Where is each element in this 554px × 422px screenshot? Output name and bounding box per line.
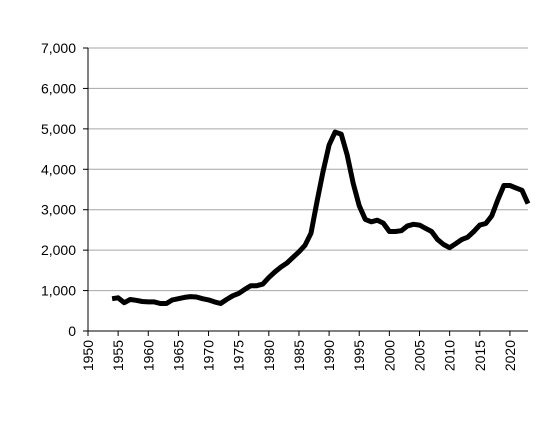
x-axis-tick-labels: 1950 1955 1960 1965 1970 1975 1980 1985 1990 1995… — [80, 340, 518, 371]
x-tick-label: 1960 — [140, 340, 156, 371]
axes — [83, 47, 528, 336]
x-tick-label: 1965 — [170, 340, 186, 371]
x-tick-label: 1985 — [291, 340, 307, 371]
x-tick-label: 1955 — [110, 340, 126, 371]
y-tick-label: 1,000 — [41, 283, 76, 299]
gridlines — [88, 47, 528, 292]
series-line-0 — [111, 129, 531, 306]
x-tick-label: 2005 — [412, 340, 428, 371]
x-tick-label: 2010 — [442, 340, 458, 371]
x-tick-label: 1995 — [351, 340, 367, 371]
series-layer — [111, 129, 531, 306]
y-tick-label: 5,000 — [41, 121, 76, 137]
y-tick-label: 0 — [68, 323, 76, 339]
x-tick-label: 1975 — [231, 340, 247, 371]
x-tick-label: 1950 — [80, 340, 96, 371]
x-tick-label: 2015 — [472, 340, 488, 371]
x-tick-label: 1970 — [201, 340, 217, 371]
y-tick-label: 7,000 — [41, 40, 76, 56]
x-tick-label: 2000 — [381, 340, 397, 371]
y-tick-label: 3,000 — [41, 202, 76, 218]
y-tick-label: 4,000 — [41, 161, 76, 177]
x-tick-label: 1990 — [321, 340, 337, 371]
y-axis-tick-labels: 0 1,000 2,000 3,000 4,000 5,000 6,000 7,000 — [41, 40, 76, 339]
x-tick-label: 1980 — [261, 340, 277, 371]
x-tick-label: 2020 — [502, 340, 518, 371]
y-tick-label: 2,000 — [41, 242, 76, 258]
y-tick-label: 6,000 — [41, 80, 76, 96]
